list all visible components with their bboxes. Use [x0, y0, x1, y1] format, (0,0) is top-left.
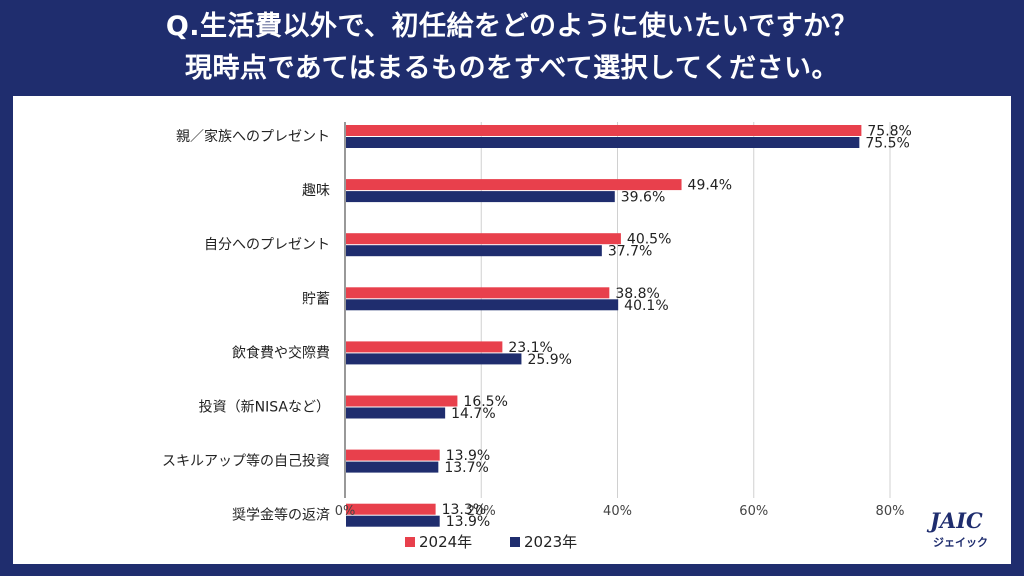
value-label: 13.3%	[442, 502, 486, 518]
category-label: 趣味	[302, 183, 330, 199]
x-tick-label: 0%	[335, 504, 356, 519]
value-label: 13.9%	[446, 514, 490, 530]
category-label: 投資（新NISAなど）	[199, 400, 330, 416]
value-label: 14.7%	[451, 406, 495, 422]
value-label: 23.1%	[508, 340, 552, 356]
bar-2023	[346, 515, 440, 527]
bar-2024	[346, 233, 621, 245]
category-label: 奨学金等の返済	[232, 507, 330, 524]
legend: 2024年 2023年	[405, 533, 577, 551]
bar-2024	[346, 287, 610, 299]
bar-2024	[346, 341, 503, 353]
value-label: 39.6%	[621, 190, 665, 206]
category-label: 自分へのプレゼント	[204, 237, 330, 253]
jaic-logo: JAIC ジェイック	[926, 508, 988, 549]
bar-2023	[346, 245, 602, 257]
x-tick-label: 80%	[876, 504, 905, 519]
bar-2024	[346, 503, 436, 515]
value-label: 25.9%	[527, 352, 571, 368]
legend-label-2024: 2024年	[419, 533, 472, 551]
bar-2024	[346, 395, 458, 407]
bar-2023	[346, 299, 619, 311]
legend-swatch-2023	[510, 537, 520, 547]
bar-2023	[346, 407, 446, 419]
bar-2024	[346, 449, 440, 461]
logo-subtext: ジェイック	[933, 536, 988, 549]
bar-2023	[346, 353, 522, 365]
bar-2023	[346, 191, 615, 203]
x-tick-label: 20%	[467, 504, 496, 519]
bar-2024	[346, 125, 862, 136]
legend-label-2023: 2023年	[524, 533, 577, 551]
category-label: 親／家族へのプレゼント	[176, 128, 330, 145]
category-label: スキルアップ等の自己投資	[162, 453, 330, 470]
value-label: 38.8%	[615, 286, 659, 302]
value-label: 13.9%	[446, 448, 490, 464]
labels: 0% 20% 40% 60% 80% 親／家族へのプレゼント 75.8%75.5% 趣味 49.…	[162, 124, 912, 531]
bar-2023	[346, 461, 439, 473]
value-label: 75.5%	[865, 136, 909, 152]
bars	[346, 125, 862, 527]
value-label: 40.1%	[624, 298, 668, 314]
value-label: 49.4%	[688, 178, 732, 194]
title-line-2: 現時点であてはまるものをすべて選択してください。	[184, 53, 840, 84]
x-tick-label: 60%	[739, 504, 768, 519]
value-label: 40.5%	[627, 232, 671, 248]
value-label: 37.7%	[608, 244, 652, 260]
category-label: 貯蓄	[302, 291, 330, 307]
title-line-1: Q.生活費以外で、初任給をどのように使いたいですか？	[165, 11, 859, 42]
bar-2024	[346, 179, 682, 191]
logo-text: JAIC	[926, 508, 983, 533]
value-label: 13.7%	[444, 460, 488, 476]
value-label: 75.8%	[867, 124, 911, 140]
bar-2023	[346, 137, 860, 148]
chart-title: Q.生活費以外で、初任給をどのように使いたいですか？ 現時点であてはまるものをす…	[0, 6, 1024, 90]
legend-swatch-2024	[405, 537, 415, 547]
category-label: 飲食費や交際費	[232, 344, 330, 361]
chart-panel	[13, 96, 1011, 564]
x-tick-label: 40%	[603, 504, 632, 519]
value-label: 16.5%	[463, 394, 507, 410]
